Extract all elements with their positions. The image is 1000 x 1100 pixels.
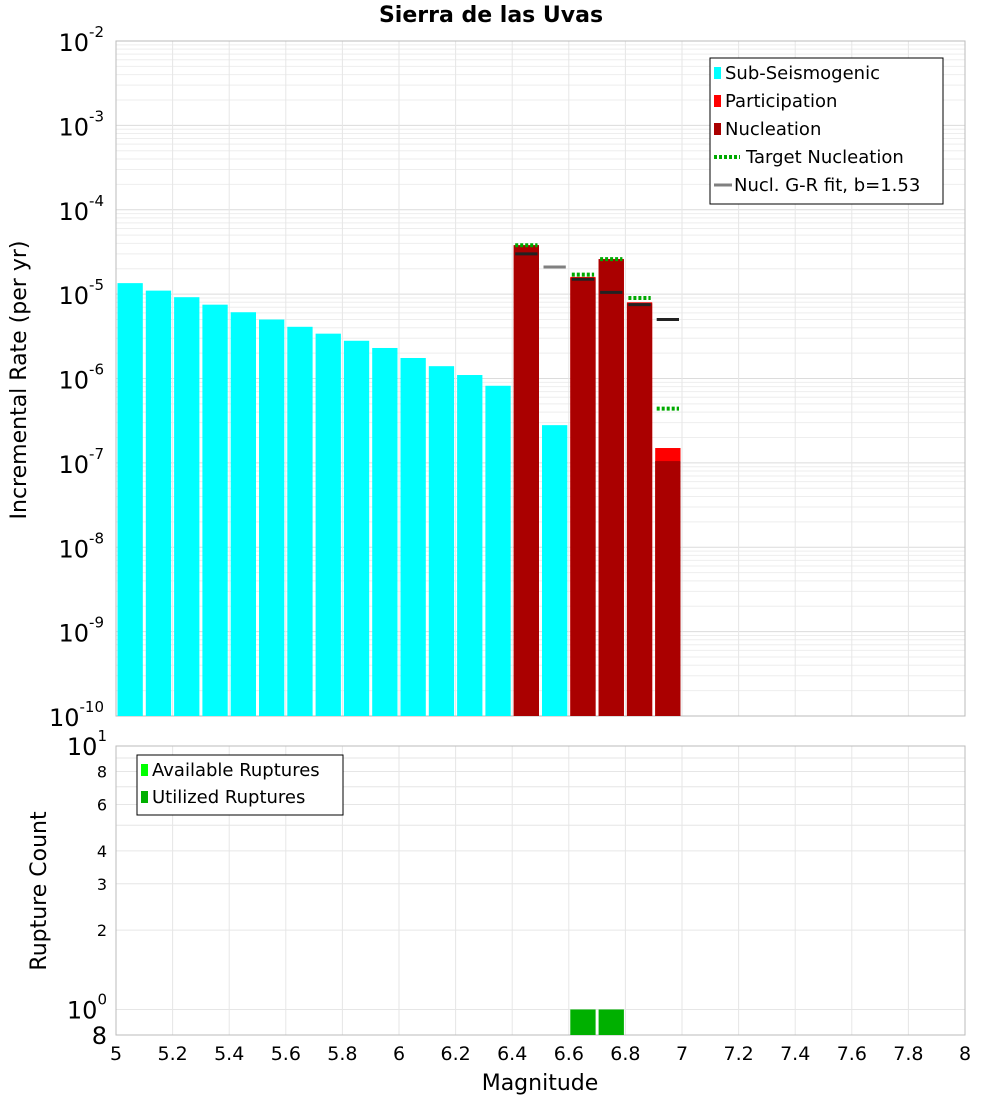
nucleation-bar bbox=[626, 303, 653, 716]
x-tick-label: 6.4 bbox=[497, 1043, 527, 1065]
top-y-tick-label: 10-10 bbox=[49, 698, 104, 732]
bottom-y-tick-label: 101 bbox=[67, 727, 107, 761]
top-plot-frame bbox=[115, 40, 966, 717]
bottom-y-tick-label: 8 bbox=[97, 763, 107, 782]
sub-seismogenic-bar bbox=[400, 357, 426, 716]
sub-seismogenic-bar bbox=[287, 326, 313, 716]
sub-seismogenic-bar bbox=[372, 347, 398, 716]
legend-swatch bbox=[141, 764, 148, 776]
legend-box bbox=[709, 57, 944, 205]
chart-title: Sierra de las Uvas bbox=[379, 3, 603, 28]
nucleation-bar bbox=[655, 461, 681, 716]
bottom-y-tick-label: 4 bbox=[97, 842, 107, 861]
x-tick-label: 5 bbox=[110, 1043, 122, 1065]
legend-label: Nucl. G-R fit, b=1.53 bbox=[734, 175, 920, 196]
sub-seismogenic-bar bbox=[174, 297, 200, 716]
legend-label: Utilized Ruptures bbox=[152, 787, 305, 808]
sub-seismogenic-bar bbox=[428, 366, 455, 716]
top-y-tick-label: 10-6 bbox=[58, 361, 104, 395]
legend-swatch bbox=[714, 67, 721, 79]
top-y-tick-label: 10-8 bbox=[58, 529, 104, 563]
x-tick-label: 5.2 bbox=[157, 1043, 187, 1065]
legend-label: Nucleation bbox=[725, 119, 821, 140]
sub-seismogenic-bar bbox=[145, 290, 172, 716]
sub-seismogenic-bar bbox=[457, 375, 483, 716]
nucleation-bar bbox=[598, 259, 624, 716]
sub-seismogenic-bar bbox=[343, 340, 370, 716]
x-tick-label: 7.4 bbox=[780, 1043, 810, 1065]
x-tick-label: 5.6 bbox=[271, 1043, 301, 1065]
bottom-plot-frame bbox=[115, 745, 966, 1036]
bottom-legend: Available Ruptures Utilized Ruptures bbox=[136, 754, 344, 816]
x-tick-label: 6 bbox=[393, 1043, 405, 1065]
bottom-y-tick-label: 8 bbox=[92, 1022, 107, 1050]
x-tick-label: 7.2 bbox=[723, 1043, 753, 1065]
legend-label: Sub-Seismogenic bbox=[725, 63, 880, 84]
legend-label: Participation bbox=[725, 91, 837, 112]
x-axis-label: Magnitude bbox=[482, 1071, 599, 1096]
sub-seismogenic-bar bbox=[259, 319, 285, 716]
bottom-y-tick-label: 2 bbox=[97, 921, 107, 940]
x-tick-label: 7.8 bbox=[893, 1043, 923, 1065]
x-tick-label: 8 bbox=[959, 1043, 971, 1065]
top-y-tick-label: 10-4 bbox=[58, 192, 104, 226]
top-y-tick-label: 10-7 bbox=[58, 445, 104, 479]
legend-label: Available Ruptures bbox=[152, 760, 320, 781]
x-tick-label: 6.2 bbox=[440, 1043, 470, 1065]
sub-seismogenic-bar bbox=[315, 333, 341, 716]
sub-seismogenic-bar bbox=[117, 283, 143, 716]
top-y-axis-label: Incremental Rate (per yr) bbox=[7, 241, 32, 520]
sub-seismogenic-bar bbox=[542, 425, 568, 716]
bottom-y-tick-label: 6 bbox=[97, 795, 107, 814]
top-y-tick-label: 10-2 bbox=[58, 23, 104, 57]
x-tick-label: 6.8 bbox=[610, 1043, 640, 1065]
x-tick-label: 5.8 bbox=[327, 1043, 357, 1065]
sub-seismogenic-bar bbox=[230, 312, 256, 716]
sub-seismogenic-bar bbox=[485, 385, 511, 716]
top-y-tick-label: 10-3 bbox=[58, 107, 104, 141]
x-tick-label: 5.4 bbox=[214, 1043, 244, 1065]
bottom-y-tick-label: 3 bbox=[97, 875, 107, 894]
legend-swatch bbox=[141, 791, 148, 803]
utilized-ruptures-bar bbox=[598, 1009, 624, 1035]
bottom-y-tick-label: 100 bbox=[67, 990, 107, 1024]
top-y-tick-label: 10-9 bbox=[58, 614, 104, 648]
top-y-tick-label: 10-5 bbox=[58, 276, 104, 310]
nucleation-bar bbox=[570, 278, 596, 716]
top-legend: Sub-Seismogenic Participation Nucleation Ta… bbox=[709, 57, 944, 205]
sub-seismogenic-bar bbox=[202, 304, 228, 716]
legend-swatch bbox=[714, 95, 721, 107]
legend-swatch bbox=[714, 123, 721, 135]
x-tick-label: 6.6 bbox=[554, 1043, 584, 1065]
x-tick-label: 7.6 bbox=[837, 1043, 867, 1065]
nucleation-bar bbox=[513, 245, 539, 717]
utilized-ruptures-bar bbox=[570, 1009, 596, 1035]
legend-box bbox=[136, 754, 344, 816]
bottom-y-axis-label: Rupture Count bbox=[27, 811, 52, 971]
legend-label: Target Nucleation bbox=[745, 147, 904, 168]
x-tick-label: 7 bbox=[676, 1043, 688, 1065]
